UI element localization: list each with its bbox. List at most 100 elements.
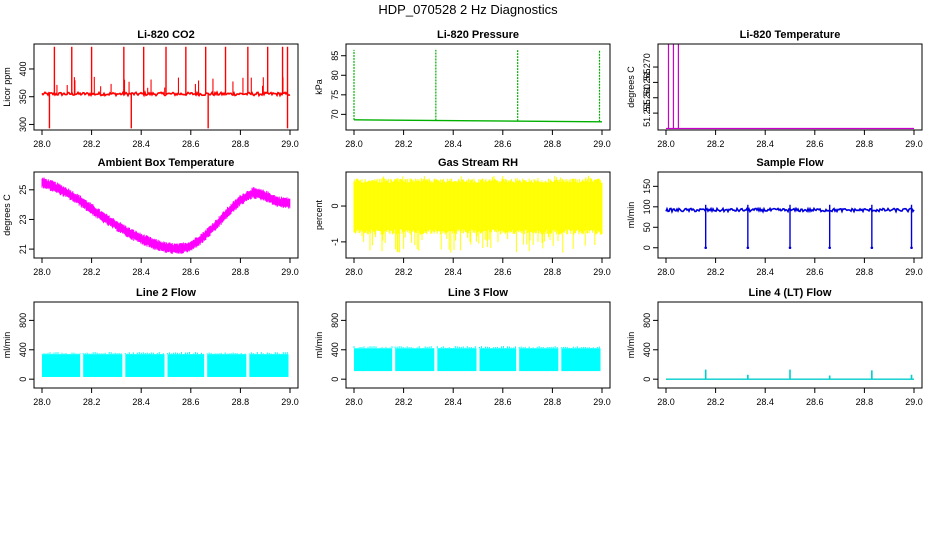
- chart-panel-7: Line 2 Flow 28.0 28.2 28.4 28.6 28.8 29.0 0 400 8…: [2, 287, 299, 407]
- y-tick-label: 51.270: [642, 53, 652, 81]
- x-tick-label: 28.0: [657, 267, 675, 277]
- plot-area: [666, 369, 914, 380]
- x-tick-label: 28.0: [33, 139, 51, 149]
- x-tick-label: 28.2: [83, 397, 101, 407]
- x-tick-label: 28.8: [232, 139, 250, 149]
- x-tick-label: 28.6: [182, 397, 200, 407]
- x-tick-label: 28.8: [232, 397, 250, 407]
- chart-title: Li-820 Temperature: [740, 29, 841, 41]
- x-tick-label: 28.6: [806, 397, 824, 407]
- y-tick-label: 51.265: [642, 69, 652, 97]
- plot-area: [41, 46, 291, 129]
- figure-title: HDP_070528 2 Hz Diagnostics: [378, 2, 558, 17]
- x-tick-label: 28.4: [132, 267, 150, 277]
- y-axis-label: ml/min: [626, 202, 636, 229]
- flow-block: [42, 354, 81, 377]
- x-tick-label: 28.0: [657, 139, 675, 149]
- x-tick-label: 28.2: [395, 397, 413, 407]
- x-tick-label: 28.8: [232, 267, 250, 277]
- x-tick-label: 28.8: [544, 397, 562, 407]
- x-tick-label: 28.8: [544, 139, 562, 149]
- y-tick-label: 800: [330, 313, 340, 328]
- x-tick-label: 29.0: [905, 397, 923, 407]
- chart-title: Gas Stream RH: [438, 157, 518, 169]
- x-tick-label: 28.4: [444, 267, 462, 277]
- x-tick-label: 29.0: [281, 397, 299, 407]
- y-tick-label: 400: [18, 61, 28, 76]
- y-tick-label: 51.255: [642, 99, 652, 127]
- y-tick-label: 21: [18, 244, 28, 254]
- y-axis-label: kPa: [314, 79, 324, 95]
- spike-point: [788, 246, 792, 250]
- x-tick-label: 28.6: [806, 267, 824, 277]
- plot-area: [41, 351, 289, 377]
- chart-panel-6: Sample Flow 28.0 28.2 28.4 28.6 28.8 29.0 0 50 10…: [626, 157, 923, 277]
- y-tick-label: -1: [330, 238, 340, 246]
- plot-frame: [657, 171, 923, 259]
- x-tick-label: 28.0: [657, 397, 675, 407]
- plot-frame: [33, 171, 299, 259]
- chart-panel-3: Li-820 Temperature 28.0 28.2 28.4 28.6 28.8 29…: [626, 29, 923, 149]
- x-tick-label: 28.2: [707, 139, 725, 149]
- flow-block: [125, 354, 165, 377]
- y-tick-label: 0: [330, 377, 340, 382]
- flow-block: [167, 354, 205, 377]
- chart-title: Sample Flow: [756, 157, 824, 169]
- x-tick-label: 28.8: [856, 139, 874, 149]
- y-tick-label: 400: [18, 342, 28, 357]
- plot-frame: [345, 301, 611, 389]
- y-tick-label: 0: [642, 377, 652, 382]
- spike-point: [910, 246, 913, 250]
- x-tick-label: 28.8: [544, 267, 562, 277]
- y-axis-label: degrees C: [2, 194, 12, 236]
- y-axis-label: percent: [314, 199, 324, 230]
- x-tick-label: 28.6: [494, 139, 512, 149]
- series-line: [41, 90, 291, 98]
- y-axis-label: Licor ppm: [2, 67, 12, 107]
- x-tick-label: 29.0: [905, 139, 923, 149]
- y-axis-label: ml/min: [2, 332, 12, 359]
- spike-point: [704, 246, 707, 250]
- y-tick-label: 0: [330, 204, 340, 209]
- y-tick-label: 150: [642, 179, 652, 194]
- y-axis-label: degrees C: [626, 66, 636, 108]
- chart-title: Line 2 Flow: [136, 287, 196, 299]
- x-tick-label: 28.4: [444, 139, 462, 149]
- y-axis-label: ml/min: [626, 332, 636, 359]
- plot-area: [665, 204, 915, 250]
- y-tick-label: 80: [330, 70, 340, 80]
- chart-title: Line 4 (LT) Flow: [749, 287, 832, 299]
- y-tick-label: 400: [642, 342, 652, 357]
- x-tick-label: 28.0: [345, 139, 363, 149]
- plot-area: [353, 346, 601, 372]
- x-tick-label: 28.0: [345, 397, 363, 407]
- spike-point: [828, 246, 831, 250]
- x-tick-label: 28.2: [395, 267, 413, 277]
- y-tick-label: 75: [330, 90, 340, 100]
- chart-panel-8: Line 3 Flow 28.0 28.2 28.4 28.6 28.8 29.0 0 400 8…: [314, 287, 611, 407]
- x-tick-label: 28.2: [395, 139, 413, 149]
- flow-block: [395, 348, 435, 372]
- flow-block: [561, 348, 601, 372]
- x-tick-label: 28.2: [707, 397, 725, 407]
- x-tick-label: 28.4: [132, 139, 150, 149]
- y-axis-label: ml/min: [314, 332, 324, 359]
- x-tick-label: 28.6: [806, 139, 824, 149]
- x-tick-label: 28.8: [856, 267, 874, 277]
- spike-point: [870, 246, 874, 250]
- x-tick-label: 28.6: [182, 267, 200, 277]
- x-tick-label: 28.2: [83, 139, 101, 149]
- flow-block: [249, 354, 289, 377]
- plot-frame: [345, 171, 611, 259]
- y-tick-label: 85: [330, 51, 340, 61]
- plot-frame: [657, 301, 923, 389]
- chart-panel-5: Gas Stream RH 28.0 28.2 28.4 28.6 28.8 29.0 -1 0…: [314, 157, 611, 277]
- x-tick-label: 28.4: [756, 267, 774, 277]
- chart-title: Li-820 CO2: [137, 29, 194, 41]
- plot-area: [353, 175, 603, 253]
- x-tick-label: 28.2: [707, 267, 725, 277]
- y-tick-label: 350: [18, 89, 28, 104]
- plot-area: [666, 44, 914, 130]
- y-tick-label: 300: [18, 117, 28, 132]
